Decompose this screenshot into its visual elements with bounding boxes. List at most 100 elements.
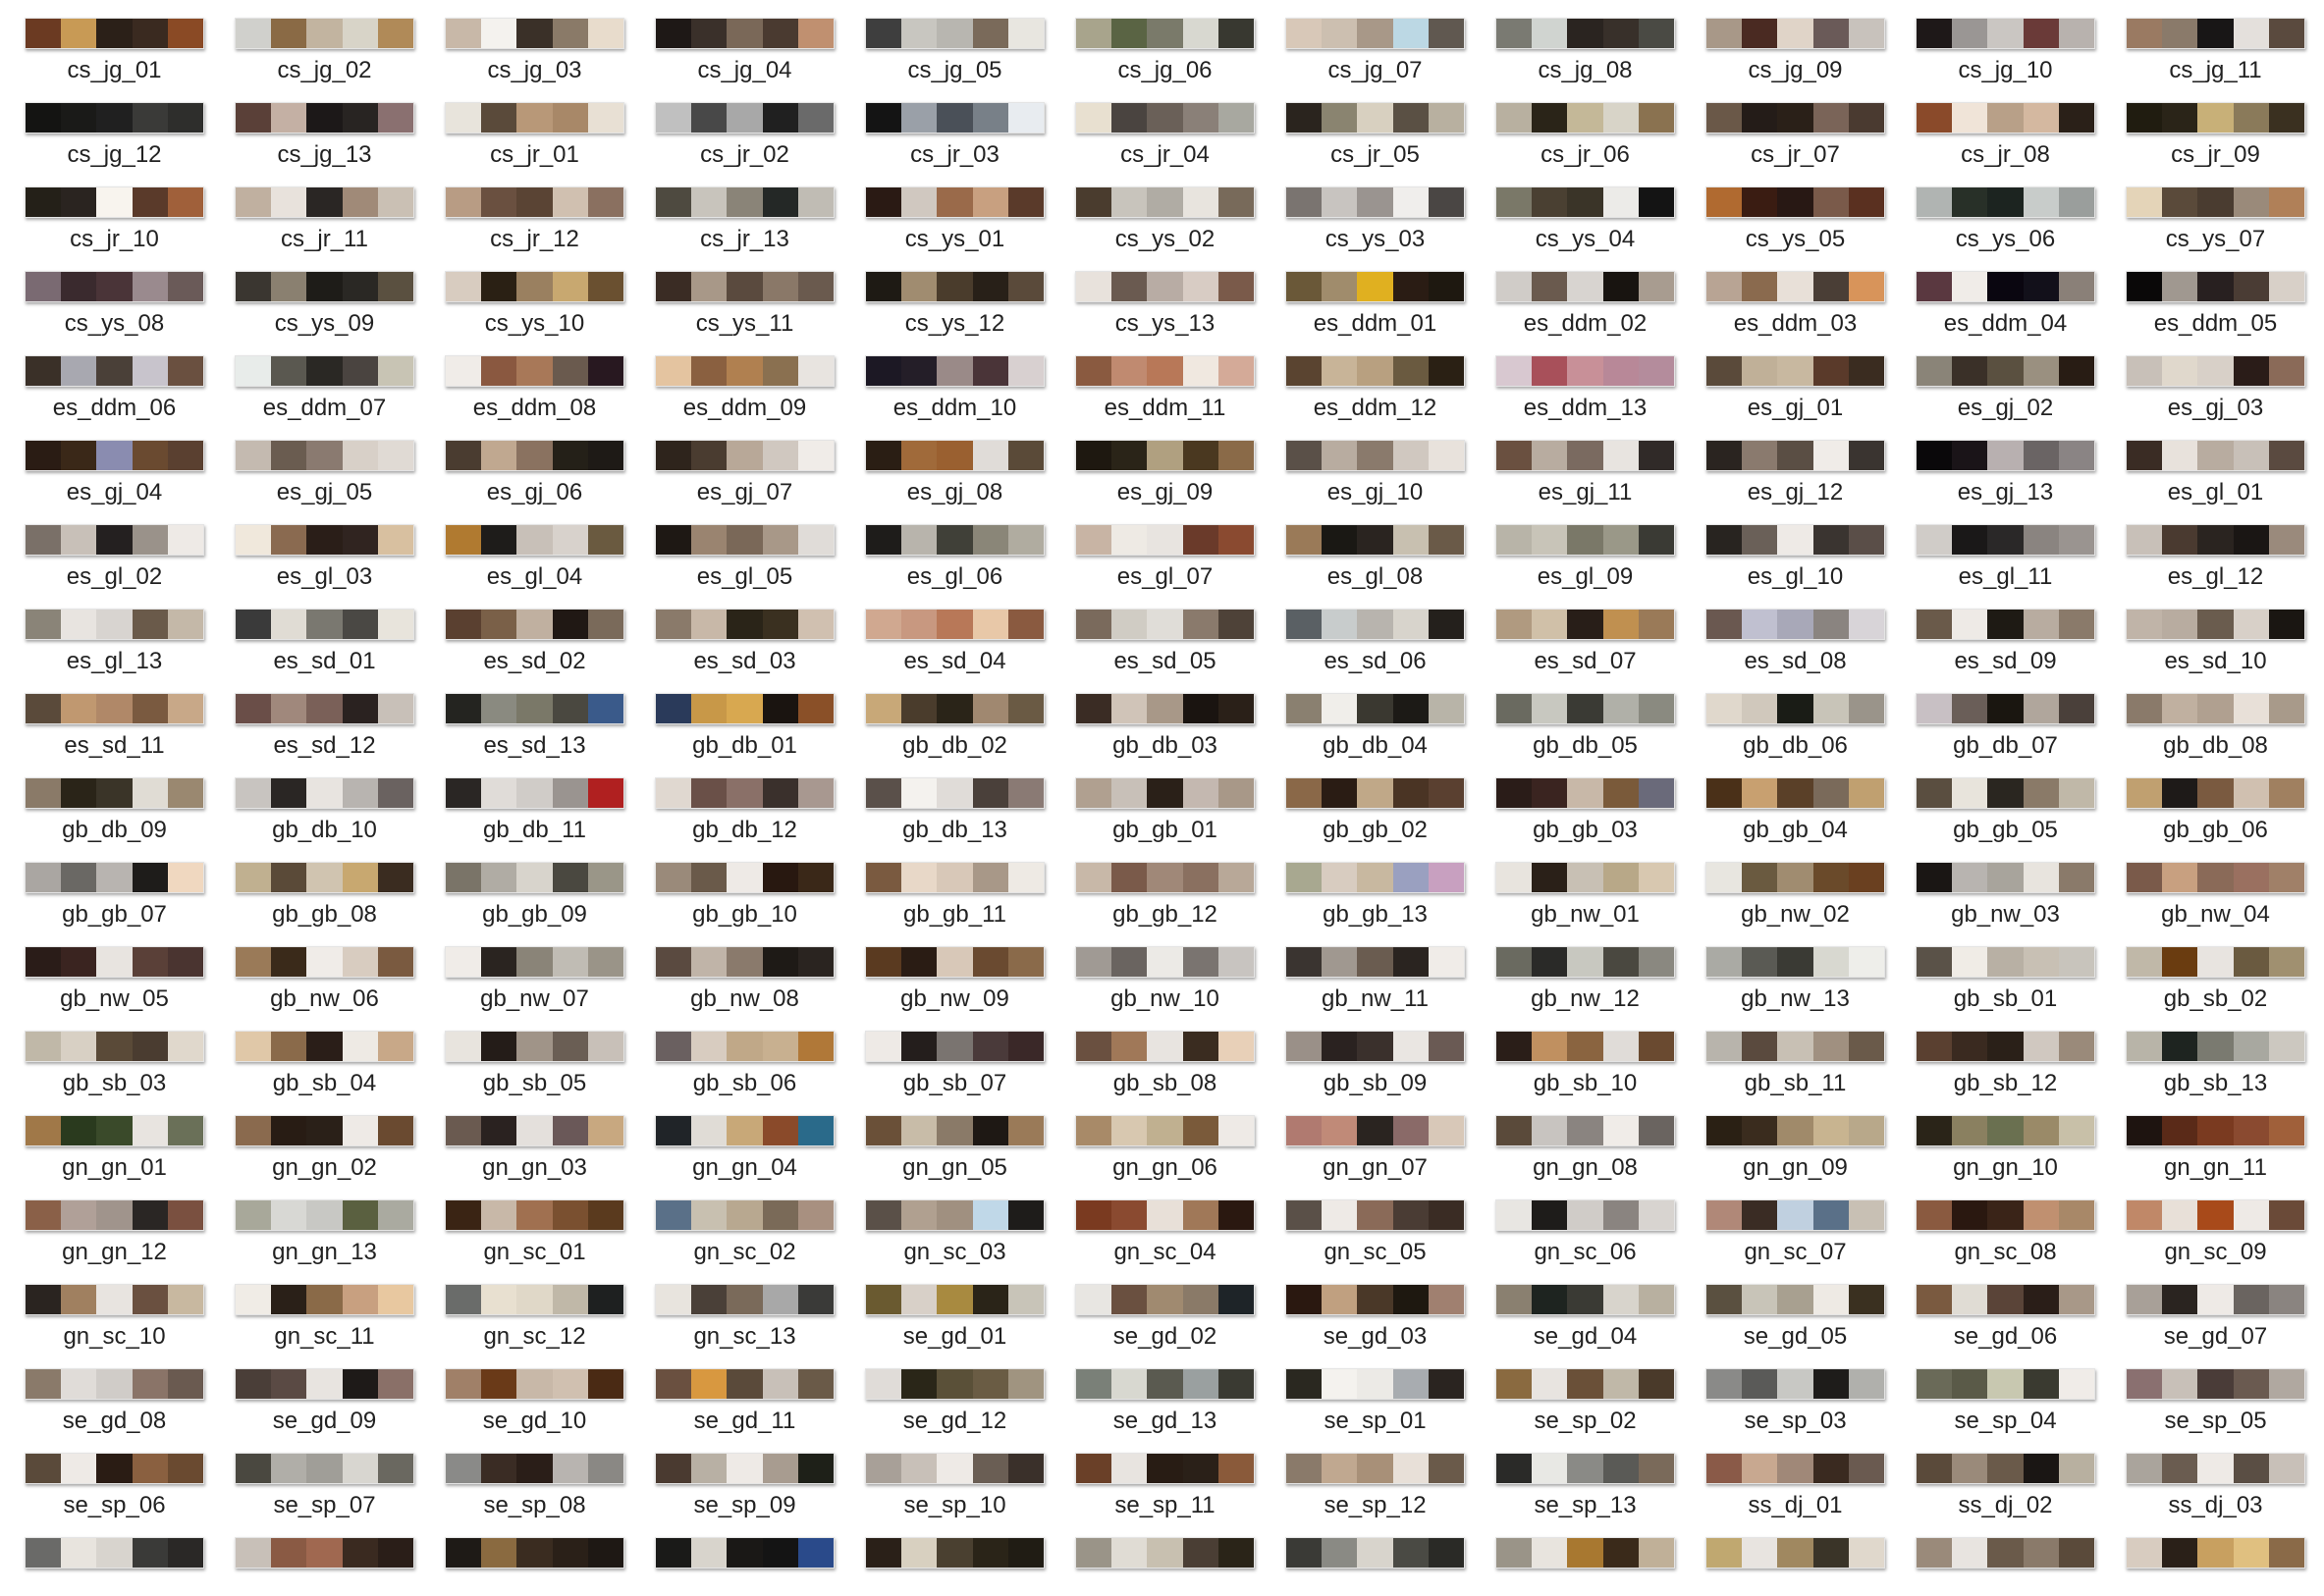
file-item[interactable]: gb_sb_13 bbox=[2126, 1013, 2305, 1096]
file-item[interactable]: gb_sb_07 bbox=[865, 1013, 1045, 1096]
palette-thumbnail[interactable] bbox=[1285, 693, 1465, 724]
palette-thumbnail[interactable] bbox=[25, 693, 204, 724]
file-item[interactable]: gn_gn_02 bbox=[235, 1097, 414, 1181]
palette-thumbnail[interactable] bbox=[25, 271, 204, 302]
file-item[interactable]: gn_sc_03 bbox=[865, 1182, 1045, 1265]
palette-thumbnail[interactable] bbox=[445, 524, 624, 556]
file-item[interactable] bbox=[445, 1519, 624, 1596]
file-item[interactable] bbox=[865, 1519, 1045, 1596]
file-item[interactable]: cs_jr_01 bbox=[445, 84, 624, 168]
palette-thumbnail[interactable] bbox=[655, 1453, 835, 1484]
palette-thumbnail[interactable] bbox=[1075, 1115, 1255, 1146]
file-item[interactable]: gn_gn_07 bbox=[1285, 1097, 1465, 1181]
file-item[interactable]: gb_sb_06 bbox=[655, 1013, 835, 1096]
file-item[interactable]: gn_gn_08 bbox=[1495, 1097, 1675, 1181]
palette-thumbnail[interactable] bbox=[445, 609, 624, 640]
palette-thumbnail[interactable] bbox=[25, 1284, 204, 1315]
file-item[interactable]: gb_gb_06 bbox=[2126, 760, 2305, 843]
file-item[interactable]: cs_ys_06 bbox=[1916, 169, 2095, 252]
palette-thumbnail[interactable] bbox=[865, 440, 1045, 471]
palette-thumbnail[interactable] bbox=[655, 440, 835, 471]
file-item[interactable]: es_gj_02 bbox=[1916, 338, 2095, 421]
palette-thumbnail[interactable] bbox=[2126, 946, 2305, 978]
palette-thumbnail[interactable] bbox=[1705, 355, 1885, 387]
file-item[interactable]: cs_jg_11 bbox=[2126, 0, 2305, 83]
palette-thumbnail[interactable] bbox=[2126, 18, 2305, 49]
file-item[interactable]: gn_sc_04 bbox=[1075, 1182, 1255, 1265]
file-item[interactable]: se_sp_05 bbox=[2126, 1351, 2305, 1434]
file-item[interactable]: gb_db_03 bbox=[1075, 675, 1255, 759]
file-item[interactable]: gb_db_07 bbox=[1916, 675, 2095, 759]
file-item[interactable]: gn_gn_04 bbox=[655, 1097, 835, 1181]
palette-thumbnail[interactable] bbox=[865, 1199, 1045, 1231]
file-item[interactable]: gb_gb_07 bbox=[25, 844, 204, 928]
file-item[interactable]: es_sd_04 bbox=[865, 591, 1045, 674]
palette-thumbnail[interactable] bbox=[25, 609, 204, 640]
file-item[interactable] bbox=[1285, 1519, 1465, 1596]
palette-thumbnail[interactable] bbox=[655, 18, 835, 49]
palette-thumbnail[interactable] bbox=[865, 524, 1045, 556]
file-item[interactable]: es_sd_09 bbox=[1916, 591, 2095, 674]
file-item[interactable]: gb_sb_04 bbox=[235, 1013, 414, 1096]
palette-thumbnail[interactable] bbox=[1495, 1031, 1675, 1062]
file-item[interactable]: gn_sc_11 bbox=[235, 1266, 414, 1350]
file-item[interactable]: es_gl_02 bbox=[25, 506, 204, 590]
file-item[interactable]: cs_ys_09 bbox=[235, 253, 414, 337]
file-item[interactable]: gb_db_11 bbox=[445, 760, 624, 843]
palette-thumbnail[interactable] bbox=[1705, 1453, 1885, 1484]
palette-thumbnail[interactable] bbox=[1285, 777, 1465, 809]
palette-thumbnail[interactable] bbox=[1705, 18, 1885, 49]
file-item[interactable]: es_sd_02 bbox=[445, 591, 624, 674]
file-item[interactable]: se_sp_02 bbox=[1495, 1351, 1675, 1434]
palette-thumbnail[interactable] bbox=[25, 1031, 204, 1062]
palette-thumbnail[interactable] bbox=[1916, 186, 2095, 218]
palette-thumbnail[interactable] bbox=[2126, 609, 2305, 640]
palette-thumbnail[interactable] bbox=[865, 1284, 1045, 1315]
file-item[interactable]: se_sp_09 bbox=[655, 1435, 835, 1518]
palette-thumbnail[interactable] bbox=[25, 1199, 204, 1231]
file-item[interactable]: se_gd_04 bbox=[1495, 1266, 1675, 1350]
file-item[interactable]: cs_ys_02 bbox=[1075, 169, 1255, 252]
file-item[interactable]: gn_sc_07 bbox=[1705, 1182, 1885, 1265]
file-item[interactable]: se_sp_11 bbox=[1075, 1435, 1255, 1518]
palette-thumbnail[interactable] bbox=[1075, 1368, 1255, 1400]
file-item[interactable]: es_ddm_12 bbox=[1285, 338, 1465, 421]
palette-thumbnail[interactable] bbox=[1285, 1537, 1465, 1569]
file-item[interactable]: gn_sc_05 bbox=[1285, 1182, 1465, 1265]
file-item[interactable]: gn_gn_09 bbox=[1705, 1097, 1885, 1181]
file-item[interactable]: es_sd_01 bbox=[235, 591, 414, 674]
palette-thumbnail[interactable] bbox=[655, 1368, 835, 1400]
file-item[interactable]: cs_ys_05 bbox=[1705, 169, 1885, 252]
palette-thumbnail[interactable] bbox=[655, 186, 835, 218]
file-item[interactable]: gb_nw_04 bbox=[2126, 844, 2305, 928]
file-item[interactable]: cs_ys_03 bbox=[1285, 169, 1465, 252]
file-item[interactable]: se_gd_02 bbox=[1075, 1266, 1255, 1350]
file-item[interactable]: cs_jg_04 bbox=[655, 0, 835, 83]
palette-thumbnail[interactable] bbox=[25, 18, 204, 49]
palette-thumbnail[interactable] bbox=[445, 693, 624, 724]
palette-thumbnail[interactable] bbox=[1705, 524, 1885, 556]
palette-thumbnail[interactable] bbox=[445, 1368, 624, 1400]
file-item[interactable]: gb_gb_03 bbox=[1495, 760, 1675, 843]
palette-thumbnail[interactable] bbox=[445, 18, 624, 49]
palette-thumbnail[interactable] bbox=[235, 524, 414, 556]
palette-thumbnail[interactable] bbox=[1285, 1453, 1465, 1484]
palette-thumbnail[interactable] bbox=[1075, 524, 1255, 556]
file-item[interactable]: gn_sc_10 bbox=[25, 1266, 204, 1350]
palette-thumbnail[interactable] bbox=[445, 440, 624, 471]
file-item[interactable]: es_gl_10 bbox=[1705, 506, 1885, 590]
palette-thumbnail[interactable] bbox=[1495, 1199, 1675, 1231]
palette-thumbnail[interactable] bbox=[25, 1115, 204, 1146]
file-item[interactable]: cs_jg_13 bbox=[235, 84, 414, 168]
palette-thumbnail[interactable] bbox=[25, 102, 204, 133]
file-item[interactable]: cs_ys_10 bbox=[445, 253, 624, 337]
palette-thumbnail[interactable] bbox=[865, 693, 1045, 724]
palette-thumbnail[interactable] bbox=[445, 1199, 624, 1231]
file-item[interactable]: es_ddm_11 bbox=[1075, 338, 1255, 421]
palette-thumbnail[interactable] bbox=[1705, 102, 1885, 133]
file-item[interactable]: es_ddm_13 bbox=[1495, 338, 1675, 421]
file-item[interactable]: es_gl_04 bbox=[445, 506, 624, 590]
file-item[interactable]: gn_gn_06 bbox=[1075, 1097, 1255, 1181]
palette-thumbnail[interactable] bbox=[1075, 1453, 1255, 1484]
palette-thumbnail[interactable] bbox=[1075, 102, 1255, 133]
